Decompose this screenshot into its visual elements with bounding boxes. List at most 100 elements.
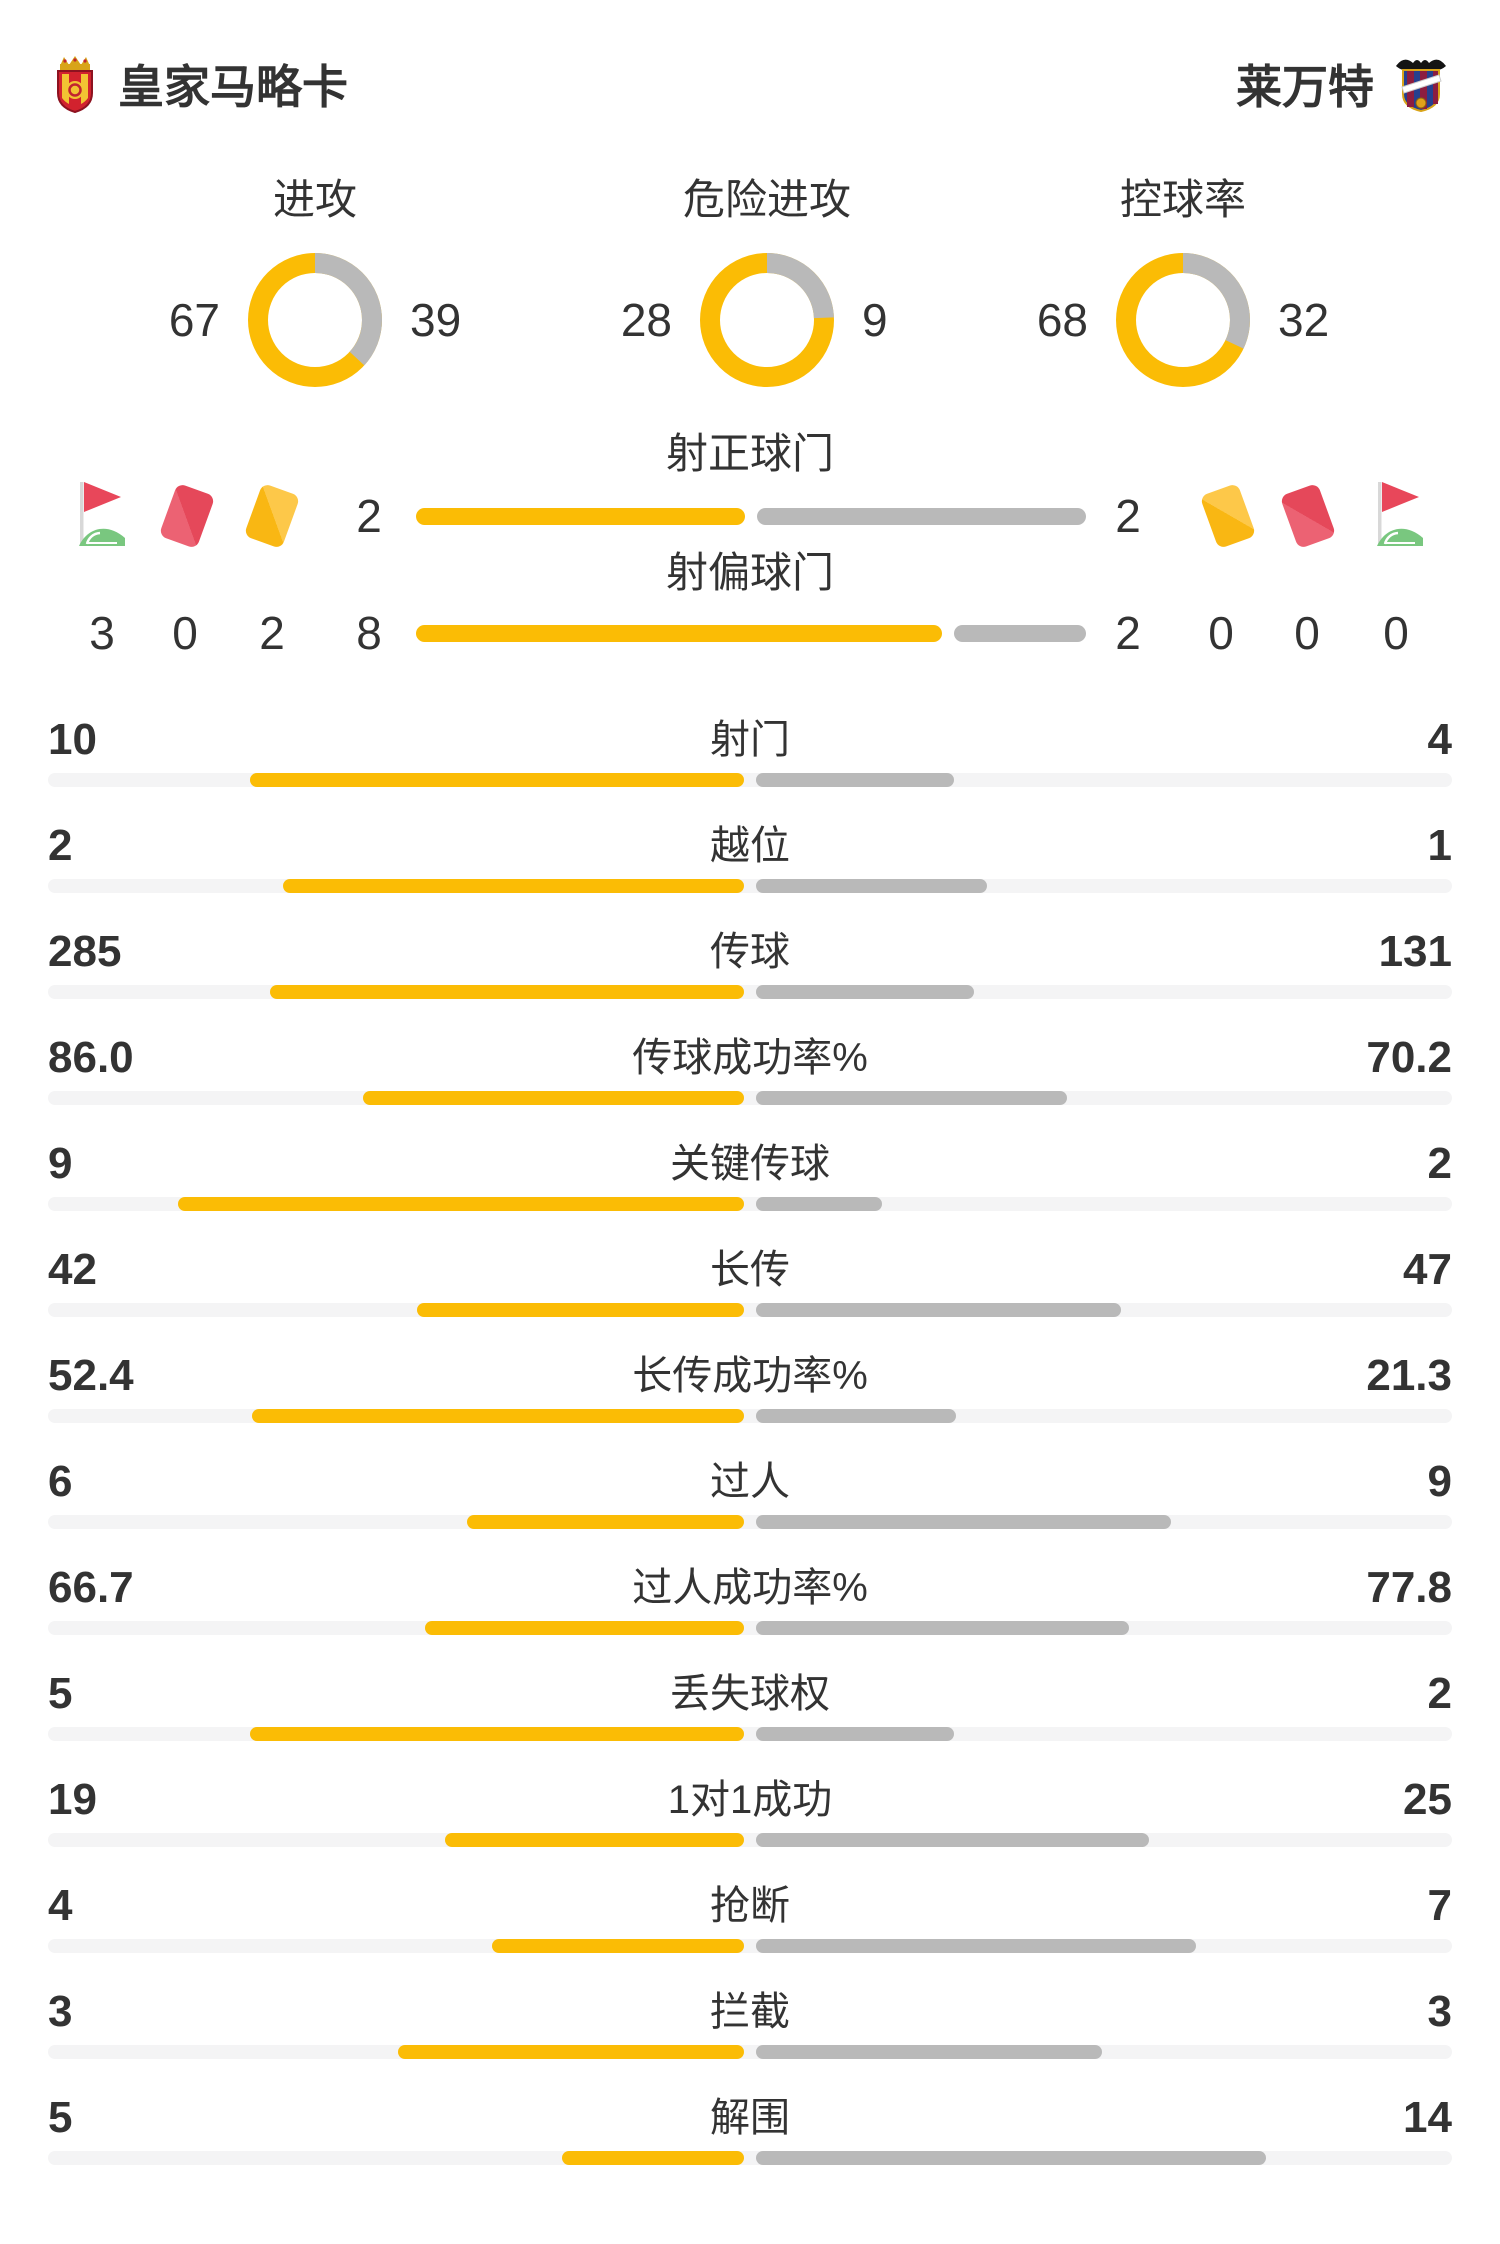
home-team-name: 皇家马略卡 (118, 61, 348, 113)
stat-row: 86.0 传球成功率% 70.2 (0, 1005, 1500, 1111)
donut-ring (248, 253, 382, 387)
stat-home-value: 9 (48, 1139, 73, 1188)
stat-home-value: 5 (48, 2093, 73, 2142)
stat-label: 抢断 (710, 1884, 790, 1928)
stat-home-segment (424, 1621, 744, 1635)
stat-home-segment (445, 1833, 744, 1847)
away-team-crest-icon (1396, 59, 1446, 113)
stat-home-value: 52.4 (48, 1351, 134, 1400)
home-yellow-card-icon (243, 482, 301, 550)
away-team-name: 莱万特 (1236, 61, 1374, 113)
stat-bar-track (48, 1091, 1452, 1105)
stat-bar-track (48, 1833, 1452, 1847)
stat-away-segment (756, 2151, 1266, 2165)
away-yellow-cards-count: 0 (1208, 607, 1234, 659)
stat-away-segment (756, 1409, 956, 1423)
stat-home-value: 2 (48, 821, 73, 870)
stat-row: 52.4 长传成功率% 21.3 (0, 1323, 1500, 1429)
stat-away-segment (756, 1621, 1129, 1635)
away-corner-flag-icon (1377, 482, 1423, 546)
stat-away-segment (756, 1727, 954, 1741)
home-yellow-cards-count: 2 (259, 607, 285, 659)
away-corners-count: 0 (1383, 607, 1409, 659)
stat-away-value: 131 (1378, 927, 1452, 976)
stat-bar-track (48, 879, 1452, 893)
stat-away-segment (756, 2045, 1102, 2059)
stat-bar-track (48, 1303, 1452, 1317)
stat-bar-track (48, 1515, 1452, 1529)
stat-away-value: 7 (1427, 1881, 1452, 1930)
shots-on-target-away-segment (757, 508, 1086, 525)
donut-away-value: 39 (410, 294, 462, 346)
stat-home-segment (363, 1091, 744, 1105)
shots-off-target-away-segment (954, 625, 1086, 642)
stat-row: 285 传球 131 (0, 899, 1500, 1005)
shots-off-target-home-value: 8 (356, 607, 382, 659)
stat-label: 丢失球权 (670, 1672, 830, 1716)
stat-home-segment (177, 1197, 744, 1211)
stat-away-segment (756, 879, 987, 893)
stat-away-value: 2 (1427, 1139, 1452, 1188)
stat-row: 42 长传 47 (0, 1217, 1500, 1323)
stat-home-value: 86.0 (48, 1033, 134, 1082)
stat-label: 拦截 (710, 1990, 790, 2034)
donut-chart: 危险进攻 28 9 (537, 174, 997, 389)
stat-home-value: 10 (48, 715, 97, 764)
stat-label: 长传 (710, 1248, 790, 1292)
shots-on-target-label: 射正球门 (665, 430, 834, 477)
home-red-card-icon (158, 482, 216, 550)
stat-home-value: 5 (48, 1669, 73, 1718)
away-yellow-card-icon (1199, 482, 1257, 550)
stat-away-value: 47 (1403, 1245, 1452, 1294)
stat-home-segment (249, 773, 744, 787)
home-corner-flag-icon (79, 482, 125, 546)
stat-away-value: 4 (1427, 715, 1452, 764)
donut-away-value: 32 (1278, 294, 1330, 346)
stat-home-segment (417, 1303, 744, 1317)
stat-bar-track (48, 2045, 1452, 2059)
stat-bar-track (48, 985, 1452, 999)
stat-away-segment (756, 773, 954, 787)
shots-off-target-bar (416, 625, 1086, 642)
home-team-crest-icon (57, 56, 93, 114)
stat-away-value: 9 (1427, 1457, 1452, 1506)
stat-label: 解围 (710, 2096, 790, 2140)
home-team-header[interactable]: 皇家马略卡 (52, 51, 348, 117)
stat-home-segment (467, 1515, 744, 1529)
stat-home-value: 285 (48, 927, 122, 976)
stat-label: 长传成功率% (632, 1354, 868, 1398)
stat-home-segment (561, 2151, 744, 2165)
stat-home-segment (249, 1727, 744, 1741)
donut-home-value: 67 (168, 294, 220, 346)
donut-away-value: 9 (862, 294, 888, 346)
donut-ring (700, 253, 834, 387)
away-red-card-icon (1279, 482, 1337, 550)
home-corners-count: 3 (89, 607, 115, 659)
away-team-header[interactable]: 莱万特 (1236, 51, 1448, 117)
stat-away-value: 3 (1427, 1987, 1452, 2036)
stat-home-segment (251, 1409, 744, 1423)
stat-label: 过人成功率% (632, 1566, 868, 1610)
stat-home-segment (269, 985, 744, 999)
stat-home-value: 6 (48, 1457, 73, 1506)
stat-away-segment (756, 1515, 1172, 1529)
stat-label: 传球 (710, 930, 790, 974)
donut-ring (1116, 253, 1250, 387)
donut-title: 进攻 (272, 176, 357, 223)
stat-away-value: 14 (1403, 2093, 1452, 2142)
stat-away-segment (756, 1197, 882, 1211)
stat-row: 66.7 过人成功率% 77.8 (0, 1535, 1500, 1641)
stat-row: 5 丢失球权 2 (0, 1641, 1500, 1747)
stat-away-segment (756, 1091, 1067, 1105)
stat-label: 过人 (710, 1460, 790, 1504)
donut-chart: 控球率 68 32 (953, 174, 1413, 389)
stat-away-value: 77.8 (1366, 1563, 1452, 1612)
stat-bar-track (48, 1621, 1452, 1635)
stat-label: 1对1成功 (667, 1778, 833, 1822)
donut-title: 控球率 (1119, 176, 1246, 223)
donut-home-value: 28 (620, 294, 672, 346)
stat-away-value: 2 (1427, 1669, 1452, 1718)
donut-chart: 进攻 67 39 (85, 174, 545, 389)
stat-row: 5 解围 14 (0, 2065, 1500, 2171)
